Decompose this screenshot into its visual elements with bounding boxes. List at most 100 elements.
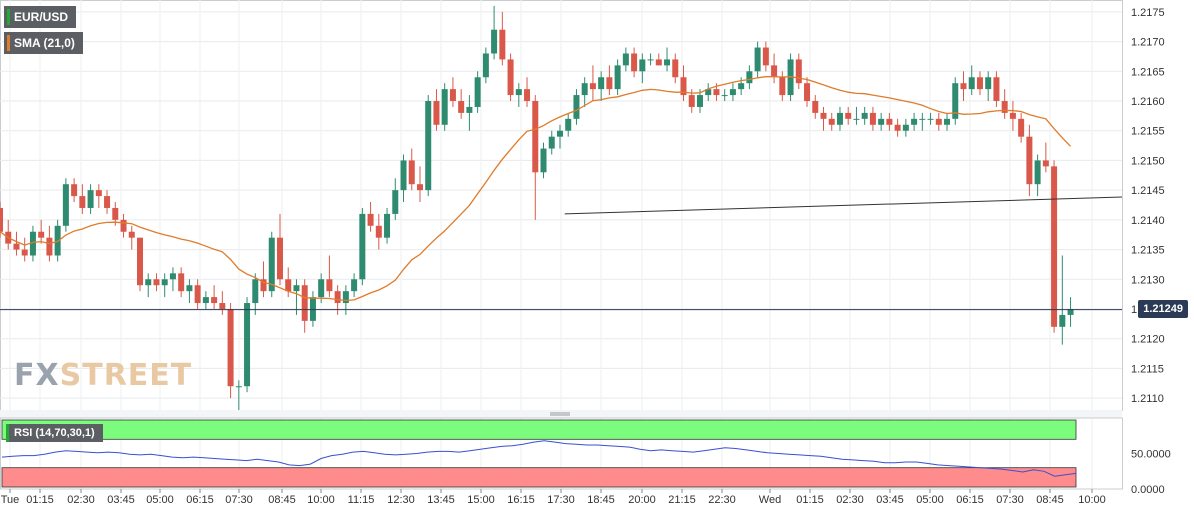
symbol-legend[interactable]: EUR/USD <box>4 6 77 28</box>
candle-body <box>186 285 193 292</box>
candle-body <box>499 29 506 60</box>
candle-body <box>491 29 498 54</box>
candle-body <box>565 118 572 131</box>
candle-body <box>1042 160 1049 167</box>
candle-body <box>318 279 325 298</box>
candle-body <box>95 190 102 197</box>
candle-body <box>474 77 481 107</box>
candle-body <box>696 95 703 107</box>
candle-body <box>1026 136 1033 185</box>
candle-body <box>145 279 152 286</box>
candle-body <box>1051 166 1058 327</box>
candle-body <box>153 279 160 286</box>
candle-body <box>441 89 448 125</box>
candle-body <box>746 71 753 84</box>
candle-body <box>29 231 36 256</box>
candle-body <box>260 279 267 292</box>
candle-body <box>680 77 687 96</box>
candle-body <box>614 65 621 90</box>
candle-body <box>869 112 876 125</box>
candle-body <box>804 83 811 102</box>
time-tick-label: 10:00 <box>307 494 335 506</box>
candle-body <box>21 249 28 256</box>
time-tick-label: Wed <box>759 494 781 506</box>
candle-body <box>79 196 86 208</box>
time-tick-label: 01:15 <box>796 494 824 506</box>
time-tick-label: 02:30 <box>67 494 95 506</box>
candle-body <box>285 279 292 292</box>
candle-body <box>828 118 835 125</box>
time-tick-label: 08:45 <box>1036 494 1064 506</box>
time-tick-label: 03:45 <box>876 494 904 506</box>
candle-body <box>919 118 926 120</box>
candle-body <box>886 118 893 125</box>
time-tick-label: 13:45 <box>427 494 455 506</box>
candle-body <box>326 279 333 292</box>
price-tick-label: 1.2140 <box>1131 215 1165 227</box>
candle-body <box>721 95 728 97</box>
candle-body <box>548 136 555 149</box>
candle-body <box>976 77 983 90</box>
candle-body <box>449 89 456 102</box>
candle-body <box>178 273 185 292</box>
time-tick-label: 22:30 <box>708 494 736 506</box>
candle-body <box>935 118 942 125</box>
candle-body <box>433 101 440 125</box>
candle-body <box>202 297 209 304</box>
candle-body <box>927 118 934 120</box>
candle-body <box>713 89 720 96</box>
candle-body <box>573 95 580 119</box>
time-tick-label: 11:15 <box>348 494 375 506</box>
main-grid <box>0 0 1123 489</box>
candle-body <box>161 279 168 286</box>
price-tick-label: 1.2115 <box>1131 363 1164 375</box>
time-tick-label: 18:45 <box>587 494 615 506</box>
candle-body <box>878 118 885 125</box>
candle-body <box>779 77 786 96</box>
time-tick-label: 20:00 <box>628 494 656 506</box>
candle-body <box>944 118 951 125</box>
candle-body <box>1009 112 1016 119</box>
candle-body <box>104 196 111 208</box>
rsi-axis: 50.0000 0.0000 <box>1131 449 1171 497</box>
candle-body <box>38 231 45 238</box>
candle-body <box>244 303 251 387</box>
candle-body <box>754 47 761 72</box>
candle-body <box>1059 314 1066 327</box>
time-tick-label: 01:15 <box>26 494 54 506</box>
time-tick-label: 07:30 <box>225 494 253 506</box>
candle-body <box>136 237 143 286</box>
candle-body <box>952 83 959 119</box>
candle-body <box>524 89 531 102</box>
candle-body <box>688 95 695 107</box>
rsi-swatch <box>6 424 9 442</box>
candle-body <box>46 237 53 256</box>
trend-layer <box>0 196 1123 311</box>
candle-body <box>375 225 382 238</box>
candle-body <box>466 106 473 113</box>
candle-body <box>276 237 283 280</box>
candle-body <box>194 285 201 304</box>
candle-body <box>128 231 135 238</box>
last-price-tag: 1.21249 <box>1138 300 1188 318</box>
time-tick-label: 06:15 <box>956 494 984 506</box>
candle-body <box>1001 101 1008 113</box>
candles <box>0 5 1074 410</box>
price-tick-label: 1.2145 <box>1131 185 1165 197</box>
sma-legend[interactable]: SMA (21,0) <box>4 32 83 54</box>
time-axis: Tue 01:15 02:30 03:45 05:00 06:15 07:30 08:45 10… <box>1 489 1106 506</box>
candle-body <box>812 101 819 113</box>
candle-body <box>458 101 465 113</box>
candle-body <box>672 59 679 78</box>
rsi-legend[interactable]: RSI (14,70,30,1) <box>6 424 103 442</box>
price-tick-label: 1.2170 <box>1131 37 1165 49</box>
candle-body <box>705 89 712 96</box>
watermark-fx: FX <box>14 358 60 393</box>
candle-body <box>845 112 852 119</box>
sma-line <box>0 76 1071 302</box>
candle-body <box>894 124 901 131</box>
time-tick-label: 16:15 <box>507 494 535 506</box>
candle-body <box>425 101 432 191</box>
